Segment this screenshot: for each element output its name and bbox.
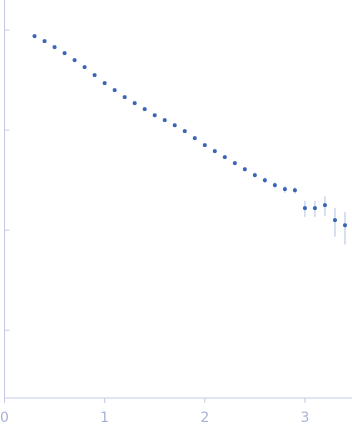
point	[322, 203, 327, 208]
point	[132, 101, 137, 106]
point	[82, 65, 87, 70]
point	[242, 167, 247, 172]
point	[312, 206, 317, 211]
x-tick-label: 1	[100, 410, 109, 426]
point	[212, 149, 217, 154]
point	[42, 39, 47, 44]
point	[222, 155, 227, 160]
x-tick-label: 0	[0, 410, 9, 426]
point	[122, 95, 127, 100]
point	[52, 45, 57, 50]
point	[72, 58, 77, 63]
point	[172, 123, 177, 128]
point	[142, 107, 147, 112]
point	[232, 161, 237, 166]
point	[192, 136, 197, 141]
point	[32, 34, 37, 39]
point	[302, 206, 307, 211]
point	[92, 73, 97, 78]
point	[332, 218, 337, 223]
point	[262, 178, 267, 183]
point	[272, 183, 277, 188]
point	[182, 129, 187, 134]
point	[202, 143, 207, 148]
point	[102, 81, 107, 86]
point	[342, 223, 347, 228]
point	[252, 173, 257, 178]
point	[162, 118, 167, 123]
point	[292, 188, 297, 193]
x-tick-label: 3	[300, 410, 309, 426]
point	[112, 88, 117, 93]
x-tick-label: 2	[200, 410, 209, 426]
point	[282, 187, 287, 192]
point	[62, 51, 67, 56]
point	[152, 113, 157, 118]
